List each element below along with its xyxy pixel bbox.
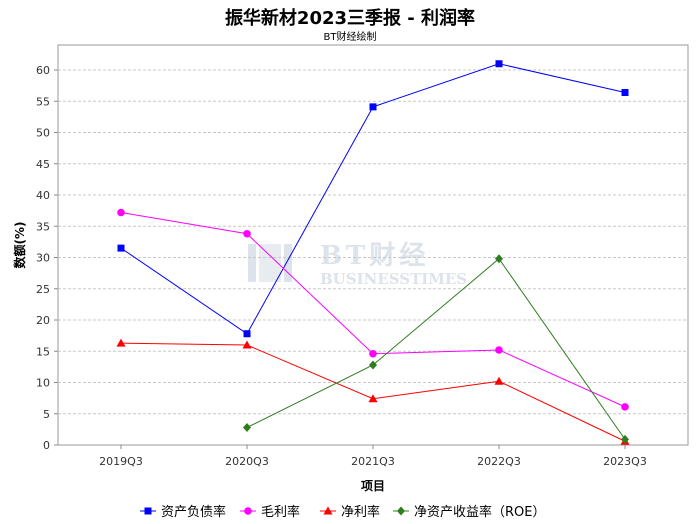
legend-label: 净资产收益率（ROE）	[414, 504, 545, 520]
data-point	[495, 346, 503, 354]
legend-label: 净利率	[341, 504, 380, 520]
y-tick-label: 0	[43, 439, 50, 452]
series	[116, 60, 630, 445]
legend-item: 净资产收益率（ROE）	[393, 504, 545, 520]
watermark: BT财经 BUSINESSTIMES	[248, 240, 467, 288]
y-tick-label: 50	[36, 127, 50, 140]
data-point	[369, 349, 377, 358]
watermark-main: BT财经	[320, 240, 429, 271]
data-point	[621, 89, 629, 96]
legend-item: 毛利率	[240, 504, 300, 520]
y-tick-label: 35	[36, 220, 50, 233]
data-point	[368, 394, 378, 403]
data-point	[116, 338, 126, 347]
series-0	[117, 60, 629, 338]
y-axis-title: 数额(%)	[12, 222, 27, 269]
watermark-sub: BUSINESSTIMES	[320, 270, 467, 288]
data-point	[243, 330, 251, 338]
y-tick-label: 55	[36, 95, 50, 108]
data-point	[117, 208, 125, 217]
y-tick-label: 40	[36, 189, 50, 202]
x-tick-label: 2020Q3	[225, 455, 269, 468]
y-tick-label: 20	[36, 314, 50, 327]
legend-marker	[323, 506, 333, 515]
data-point	[243, 229, 251, 238]
data-point	[621, 403, 629, 411]
x-tick-label: 2023Q3	[603, 455, 647, 468]
watermark-logo-block	[284, 244, 292, 282]
data-point	[242, 340, 252, 349]
gridlines	[58, 69, 688, 415]
legend-marker	[244, 507, 252, 515]
series-line	[246, 258, 626, 440]
y-tick-label: 15	[36, 345, 50, 358]
legend-marker	[397, 506, 405, 516]
legend-label: 毛利率	[261, 504, 300, 520]
y-tick-label: 10	[36, 377, 50, 390]
watermark-logo-block	[259, 244, 281, 282]
watermark-logo-block	[248, 244, 256, 282]
x-tick-label: 2022Q3	[477, 455, 521, 468]
data-point	[243, 423, 251, 432]
data-point	[369, 103, 377, 111]
data-point	[495, 60, 503, 68]
series-3	[243, 254, 629, 444]
series-line	[120, 342, 626, 442]
y-tick-label: 25	[36, 283, 50, 296]
x-axis-title: 项目	[361, 479, 385, 493]
y-tick-label: 5	[43, 408, 50, 421]
legend-item: 净利率	[320, 504, 380, 520]
x-tick-label: 2019Q3	[99, 455, 143, 468]
legend-item: 资产负债率	[140, 504, 226, 520]
legend-marker	[144, 507, 152, 515]
y-axis: 0 5 10 15 20 25 30 35 40 45 50 55 60	[36, 64, 58, 452]
legend-label: 资产负债率	[161, 504, 226, 520]
x-tick-label: 2021Q3	[351, 455, 395, 468]
y-tick-label: 45	[36, 158, 50, 171]
y-tick-label: 30	[36, 252, 50, 265]
series-1	[117, 208, 629, 411]
chart-subtitle: BT财经绘制	[323, 32, 377, 43]
data-point	[495, 254, 503, 264]
data-point	[117, 244, 125, 252]
data-point	[494, 376, 504, 385]
x-axis: 2019Q3 2020Q3 2021Q3 2022Q3 2023Q3	[99, 445, 647, 468]
legend: 资产负债率 毛利率 净利率 净资产收益率（ROE）	[140, 504, 545, 520]
data-point	[621, 434, 629, 444]
data-point	[369, 360, 377, 370]
y-tick-label: 60	[36, 64, 50, 77]
chart-title: 振华新材2023三季报 - 利润率	[224, 8, 476, 29]
